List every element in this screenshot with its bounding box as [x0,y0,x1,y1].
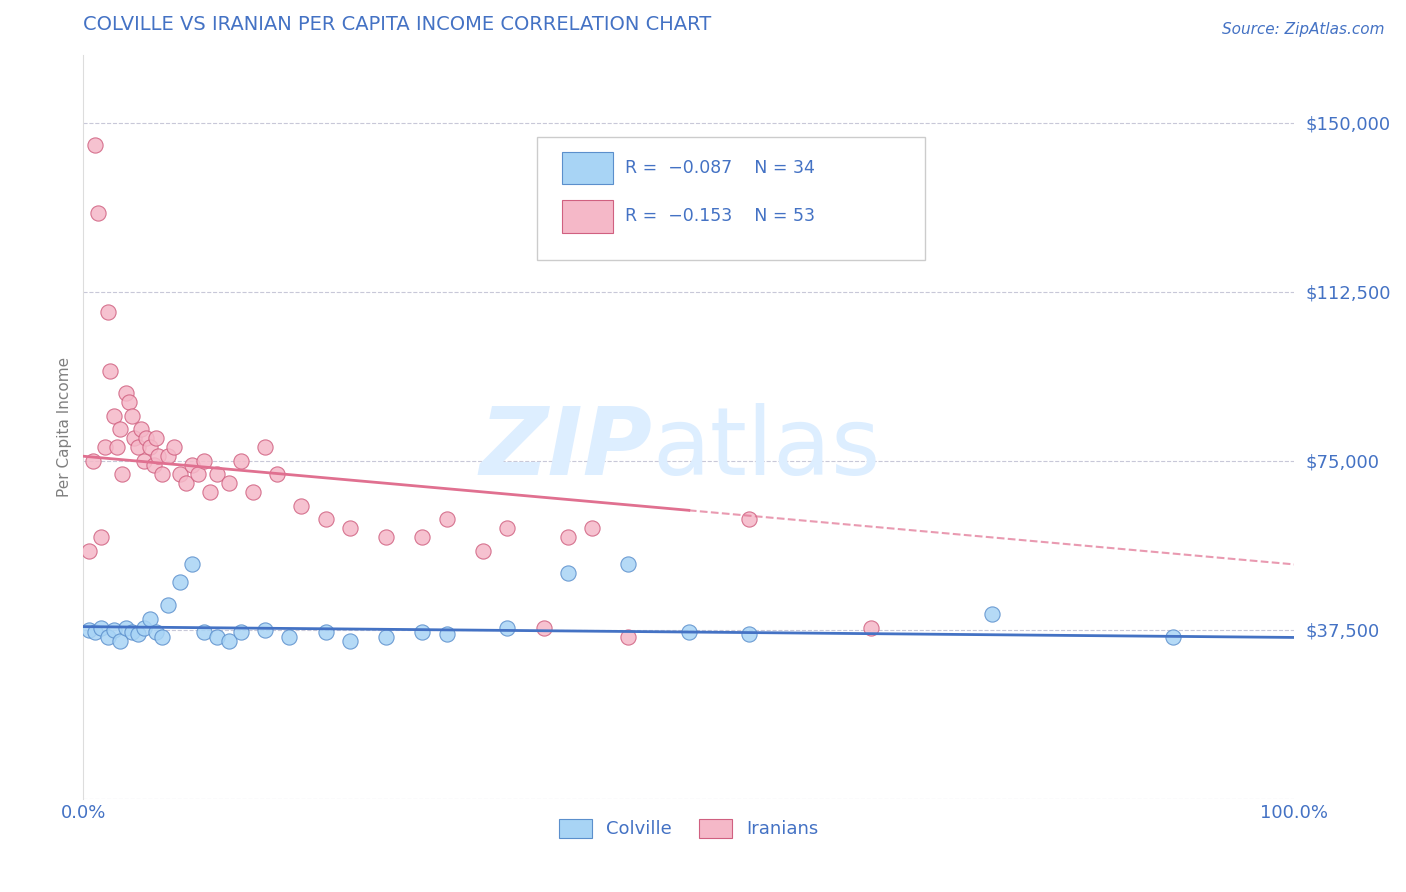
Point [157,598,180,612]
Point [218,476,240,491]
Point [253,623,276,637]
Point [169,575,191,590]
Text: atlas: atlas [652,403,880,495]
Point [193,454,215,468]
Point [163,440,186,454]
Point [114,386,136,401]
Point [111,467,134,482]
Point [139,611,162,625]
Point [132,454,155,468]
Point [859,621,882,635]
Point [145,625,167,640]
Point [266,467,288,482]
Text: ZIP: ZIP [479,403,652,495]
Point [157,449,180,463]
Point [103,623,125,637]
Point [90,621,112,635]
Point [581,521,603,535]
Point [218,634,240,648]
Point [496,621,519,635]
Point [114,621,136,635]
Point [339,634,361,648]
Point [411,625,433,640]
Point [557,566,579,581]
Point [84,138,107,153]
Point [375,630,398,644]
Point [339,521,361,535]
Point [90,530,112,544]
Point [617,558,640,572]
Point [229,454,252,468]
Point [496,521,519,535]
Point [84,625,107,640]
Point [169,467,191,482]
Point [122,431,145,445]
Point [411,530,433,544]
Point [96,630,118,644]
Point [436,627,458,641]
Point [738,627,761,641]
Point [205,630,228,644]
Point [98,363,121,377]
Point [242,485,264,500]
Legend: Colville, Iranians: Colville, Iranians [553,812,825,846]
Point [181,558,204,572]
Point [1161,630,1184,644]
Point [148,449,170,463]
Point [315,625,337,640]
Point [181,458,204,473]
Point [229,625,252,640]
Point [617,630,640,644]
Point [79,623,101,637]
Point [132,621,155,635]
Point [139,440,162,454]
Point [118,395,141,409]
Text: COLVILLE VS IRANIAN PER CAPITA INCOME CORRELATION CHART: COLVILLE VS IRANIAN PER CAPITA INCOME CO… [83,15,711,34]
Point [205,467,228,482]
Text: R =  −0.087    N = 34: R = −0.087 N = 34 [624,159,814,178]
FancyBboxPatch shape [561,200,613,233]
Point [142,458,165,473]
Point [121,625,143,640]
Point [253,440,276,454]
Point [150,467,173,482]
Point [678,625,700,640]
Point [375,530,398,544]
Point [105,440,128,454]
FancyBboxPatch shape [561,152,613,185]
Point [127,440,149,454]
Point [127,627,149,641]
Point [79,544,101,558]
Point [135,431,157,445]
Text: R =  −0.153    N = 53: R = −0.153 N = 53 [624,208,814,226]
Point [82,454,104,468]
Point [200,485,222,500]
Point [174,476,197,491]
Point [87,206,110,220]
Point [471,544,494,558]
Point [187,467,209,482]
Point [278,630,301,644]
FancyBboxPatch shape [537,136,925,260]
Point [108,634,131,648]
Point [108,422,131,436]
Point [980,607,1002,621]
Point [557,530,579,544]
Point [121,409,143,423]
Point [436,512,458,526]
Point [131,422,153,436]
Text: Source: ZipAtlas.com: Source: ZipAtlas.com [1222,22,1385,37]
Point [290,499,312,513]
Point [94,440,117,454]
Point [533,621,555,635]
Point [150,630,173,644]
Point [96,305,118,319]
Point [145,431,167,445]
Point [738,512,761,526]
Point [103,409,125,423]
Y-axis label: Per Capita Income: Per Capita Income [58,357,72,497]
Point [193,625,215,640]
Point [315,512,337,526]
